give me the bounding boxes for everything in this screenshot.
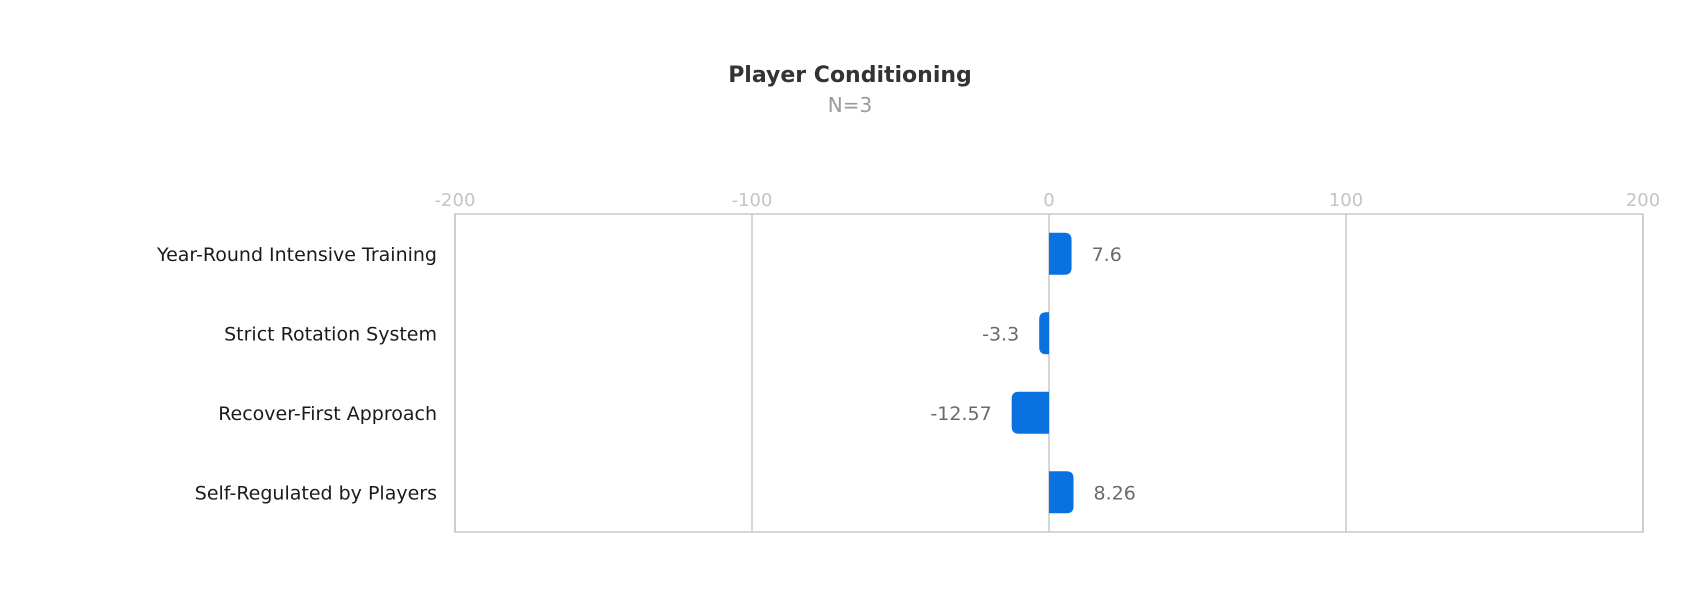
category-label: Recover-First Approach xyxy=(218,403,437,425)
bar xyxy=(1039,312,1049,355)
chart-title: Player Conditioning xyxy=(728,63,972,88)
gridlines xyxy=(454,213,1644,533)
x-axis-ticks: -200 -100 0 100 200 xyxy=(435,190,1661,211)
category-label: Strict Rotation System xyxy=(224,323,437,345)
data-label: 7.6 xyxy=(1092,244,1122,266)
chart-subtitle: N=3 xyxy=(828,93,872,117)
x-tick-label: 0 xyxy=(1043,190,1054,211)
bars xyxy=(1011,232,1074,514)
x-tick-label: -200 xyxy=(435,190,476,211)
category-label: Year-Round Intensive Training xyxy=(156,244,437,266)
data-label: -12.57 xyxy=(930,403,991,425)
x-tick-label: 100 xyxy=(1329,190,1363,211)
data-label: -3.3 xyxy=(982,323,1019,345)
x-tick-label: 200 xyxy=(1626,190,1660,211)
data-labels: 7.6 -3.3 -12.57 8.26 xyxy=(930,244,1135,505)
x-tick-label: -100 xyxy=(732,190,773,211)
bar xyxy=(1049,232,1072,275)
category-label: Self-Regulated by Players xyxy=(195,482,437,504)
data-label: 8.26 xyxy=(1094,482,1136,504)
category-labels: Year-Round Intensive Training Strict Rota… xyxy=(156,244,437,505)
bar xyxy=(1011,391,1049,434)
bar xyxy=(1049,471,1074,514)
